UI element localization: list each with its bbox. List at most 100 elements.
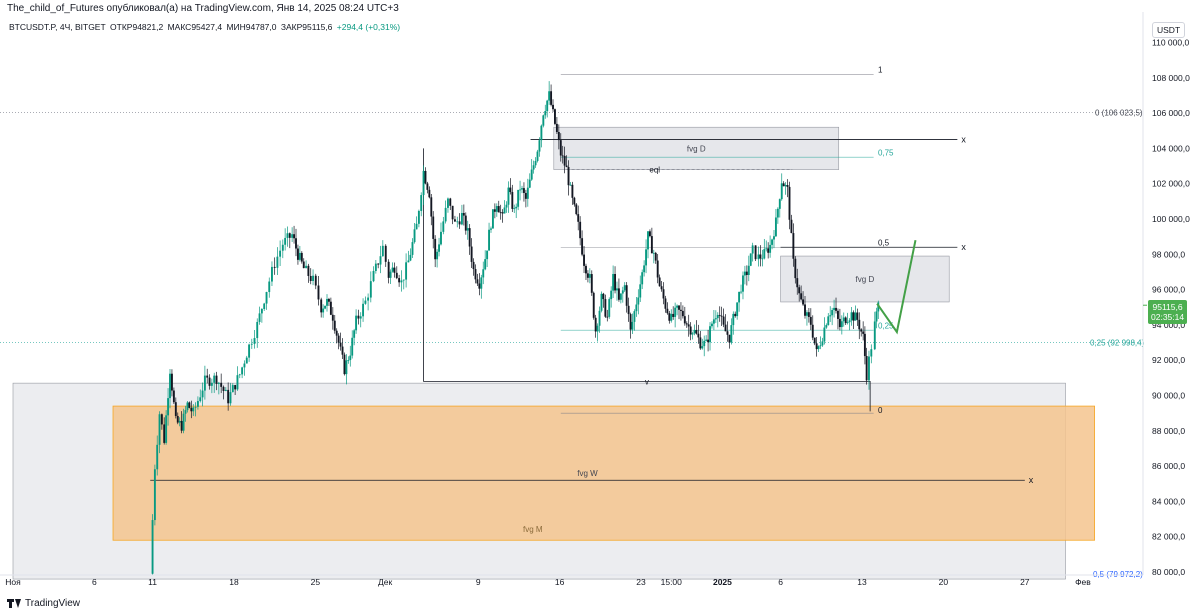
candle-body: [809, 316, 812, 325]
tradingview-logo[interactable]: TradingView: [7, 598, 80, 609]
candle-body: [236, 375, 239, 390]
fvg-d-top-zone-label: fvg D: [687, 144, 706, 153]
candle-body: [619, 293, 622, 300]
candle-body: [575, 204, 578, 215]
candle-body: [217, 382, 220, 384]
close-value: ЗАКР95115,6: [280, 22, 333, 32]
candle-body: [835, 307, 837, 311]
candle-body: [424, 170, 427, 184]
candle-body: [499, 212, 502, 214]
candle-body: [840, 321, 843, 328]
candle-body: [192, 407, 195, 412]
candle-body: [565, 165, 568, 168]
price-tick-label: 80 000,0: [1152, 567, 1185, 577]
level-label-0: 0 (106 023,5): [1095, 109, 1143, 118]
fib-label: 0,5: [878, 238, 890, 247]
candle-body: [683, 316, 686, 324]
candle-body: [273, 266, 276, 268]
candle-body: [158, 414, 161, 445]
candle-body: [229, 392, 232, 404]
candle-body: [357, 315, 360, 319]
candle-body: [188, 402, 191, 408]
candle-body: [281, 244, 284, 251]
time-tick-label: 6: [778, 577, 783, 587]
candle-body: [505, 204, 508, 208]
candle-body: [180, 420, 183, 431]
open-value: ОТКР94821,2: [110, 22, 164, 32]
candle-body: [538, 140, 541, 152]
candle-body: [395, 272, 398, 279]
candle-body: [854, 312, 857, 321]
candle-body: [716, 314, 719, 319]
time-tick-label: 2025: [713, 577, 732, 587]
candle-body: [583, 254, 585, 266]
candle-body: [302, 261, 305, 269]
candle-body: [831, 310, 834, 316]
candle-body: [472, 261, 475, 270]
candle-body: [796, 278, 799, 288]
candle-body: [666, 308, 669, 314]
candle-body: [664, 298, 667, 309]
candle-body: [736, 302, 739, 317]
candle-body: [873, 321, 876, 350]
candles-layer: [151, 81, 880, 575]
high-value: МАКС95427,4: [167, 22, 223, 32]
candle-body: [220, 382, 223, 387]
candle-body: [449, 198, 452, 206]
candle-body: [540, 125, 543, 141]
candle-body: [349, 355, 352, 361]
candle-body: [203, 375, 206, 391]
candle-body: [850, 312, 853, 321]
candle-body: [608, 299, 611, 317]
candle-body: [691, 333, 694, 335]
tradingview-icon: [7, 599, 21, 608]
candle-body: [513, 208, 516, 210]
candle-body: [176, 415, 179, 423]
candle-body: [379, 256, 382, 265]
candle-body: [284, 237, 287, 245]
candle-body: [163, 424, 166, 443]
candle-body: [786, 185, 789, 187]
candle-body: [184, 410, 187, 414]
candle-body: [415, 223, 418, 230]
candle-body: [526, 187, 529, 199]
candle-body: [862, 331, 865, 334]
fib-label: 1: [878, 66, 883, 75]
candle-body: [511, 192, 514, 209]
candle-body: [668, 313, 671, 321]
change-value: +294,4 (+0,31%): [336, 22, 401, 32]
price-tick-label: 84 000,0: [1152, 496, 1185, 506]
candle-body: [372, 270, 375, 282]
candle-body: [811, 324, 814, 338]
candle-body: [438, 244, 440, 252]
price-tick-label: 82 000,0: [1152, 532, 1185, 542]
candle-body: [728, 334, 731, 343]
candle-body: [782, 183, 785, 187]
candle-body: [639, 284, 642, 298]
candle-body: [757, 254, 760, 260]
candle-body: [637, 297, 640, 305]
candle-body: [648, 231, 651, 237]
price-tick-label: 102 000,0: [1152, 179, 1190, 189]
candle-body: [581, 238, 584, 255]
candle-body: [656, 260, 659, 278]
candle-body: [848, 320, 851, 323]
candle-body: [172, 390, 175, 403]
candle-body: [456, 221, 459, 223]
fvg-w-line-label: fvg W: [577, 469, 598, 478]
symbol-label[interactable]: BTCUSDT.P, 4Ч, BITGET: [9, 22, 106, 32]
candle-body: [402, 279, 405, 281]
candle-body: [248, 344, 251, 358]
candle-body: [670, 313, 673, 321]
last-price-badge: 95115,6 02:35:14: [1148, 300, 1188, 324]
candle-body: [182, 413, 185, 431]
time-tick-label: 6: [92, 577, 97, 587]
currency-selector[interactable]: USDT: [1152, 22, 1186, 38]
candle-body: [798, 287, 801, 294]
candle-body: [860, 329, 863, 332]
candle-body: [165, 415, 168, 443]
candle-body: [863, 333, 866, 357]
candle-body: [296, 248, 299, 260]
candle-body: [428, 189, 431, 198]
